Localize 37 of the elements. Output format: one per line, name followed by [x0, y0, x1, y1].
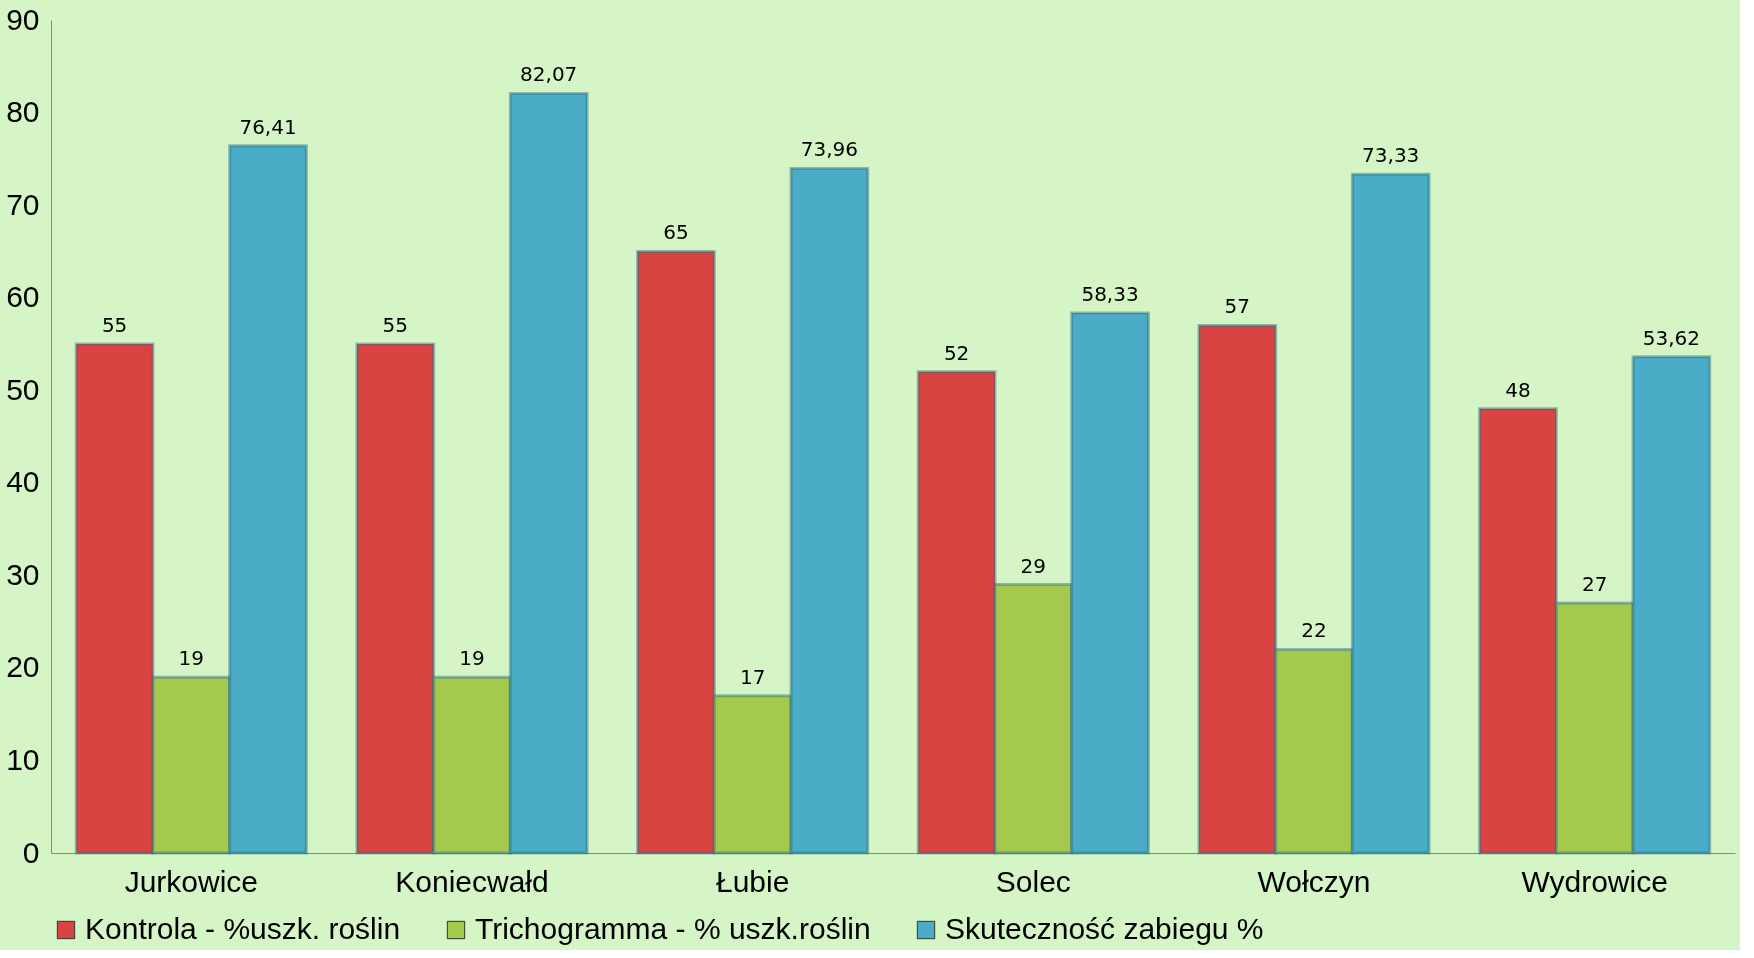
data-label: 53,62 [1642, 325, 1701, 350]
data-label: 19 [178, 646, 205, 671]
x-tick-label: Jurkowice [124, 864, 259, 898]
data-label: 82,07 [520, 62, 578, 87]
y-tick-label: 90 [6, 2, 40, 36]
data-label: 17 [739, 664, 766, 689]
data-label: 76,41 [239, 114, 297, 139]
data-label: 73,33 [1362, 143, 1420, 168]
data-label: 55 [101, 312, 128, 337]
y-tick-label: 0 [22, 835, 40, 869]
data-label: 22 [1301, 618, 1327, 643]
legend-label: Kontrola - %uszk. roślin [85, 912, 401, 945]
y-tick-label: 60 [6, 280, 40, 314]
data-label: 58,33 [1081, 282, 1139, 307]
y-tick-label: 50 [6, 372, 40, 406]
y-tick-label: 80 [6, 95, 40, 129]
data-label: 73,96 [800, 137, 859, 162]
y-tick-label: 30 [6, 557, 40, 591]
x-tick-label: Wołczyn [1257, 864, 1371, 898]
data-label: 27 [1581, 572, 1608, 597]
data-label: 52 [943, 340, 970, 365]
data-label: 57 [1224, 294, 1251, 319]
legend-label: Skuteczność zabiegu % [945, 912, 1264, 945]
x-tick-label: Wydrowice [1521, 864, 1668, 898]
y-tick-label: 70 [6, 187, 40, 221]
data-label: 65 [663, 220, 689, 245]
x-tick-label: Solec [995, 864, 1071, 898]
data-label: 55 [382, 312, 409, 337]
data-label: 48 [1505, 377, 1531, 402]
x-tick-label: Koniecwałd [395, 864, 549, 898]
data-label: 29 [1020, 553, 1047, 578]
y-tick-label: 10 [6, 742, 40, 776]
data-label: 19 [459, 646, 485, 671]
x-tick-label: Łubie [715, 864, 790, 898]
legend-label: Trichogramma - % uszk.roślin [475, 912, 871, 945]
y-tick-label: 20 [6, 650, 40, 684]
y-tick-label: 40 [6, 465, 40, 499]
